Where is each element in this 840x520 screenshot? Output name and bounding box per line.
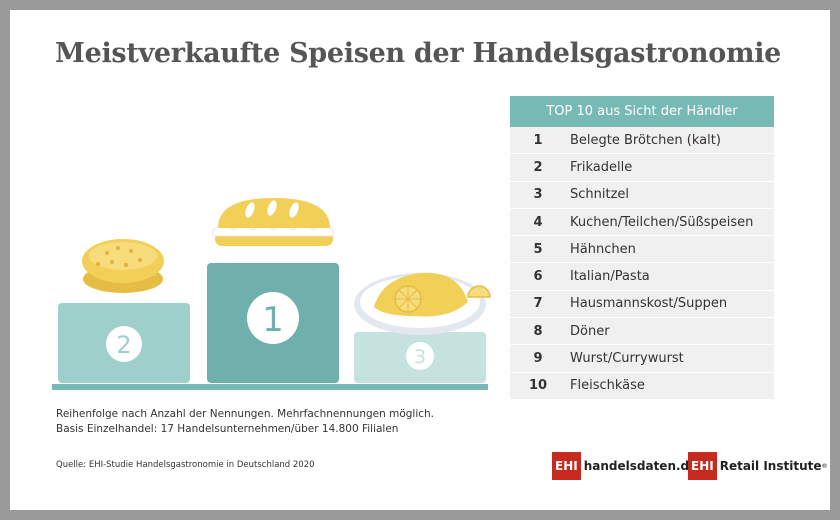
top10-table: TOP 10 aus Sicht der Händler 1 Belegte Br… — [510, 96, 774, 400]
rank-cell: 3 — [533, 187, 543, 203]
registered-mark: ® — [821, 462, 828, 470]
rank-cell: 2 — [533, 159, 543, 175]
rank-cell: 9 — [533, 351, 543, 367]
dish-cell: Hausmannskost/Suppen — [570, 296, 728, 312]
podium-number-1: 1 — [262, 300, 284, 340]
page-title: Meistverkaufte Speisen der Handelsgastro… — [55, 38, 782, 69]
dish-cell: Wurst/Currywurst — [570, 351, 684, 367]
dish-cell: Frikadelle — [570, 159, 633, 175]
table-row: 6 Italian/Pasta — [510, 263, 774, 291]
rank-cell: 1 — [533, 132, 543, 148]
ehi-retail-institute-logo[interactable]: EHI Retail Institute ® — [688, 452, 828, 480]
table-row: 5 Hähnchen — [510, 236, 774, 264]
footnote-basis: Basis Einzelhandel: 17 Handelsunternehme… — [56, 423, 399, 435]
table-row: 2 Frikadelle — [510, 154, 774, 182]
dish-cell: Italian/Pasta — [570, 269, 650, 285]
dish-cell: Belegte Brötchen (kalt) — [570, 132, 721, 148]
infographic: Meistverkaufte Speisen der Handelsgastro… — [10, 10, 830, 510]
footnote-method: Reihenfolge nach Anzahl der Nennungen. M… — [56, 408, 435, 420]
ehi-badge: EHI — [688, 452, 717, 480]
source-note: Quelle: EHI-Studie Handelsgastronomie in… — [56, 460, 315, 470]
dish-cell: Hähnchen — [570, 241, 636, 257]
rank-cell: 6 — [533, 269, 543, 285]
brand-name: Retail Institute — [719, 459, 822, 473]
podium-number-2-circle — [106, 326, 142, 362]
brand-name: handelsdaten.de — [583, 459, 698, 473]
table-row: 7 Hausmannskost/Suppen — [510, 290, 774, 319]
table-row: 10 Fleischkäse — [510, 372, 774, 400]
table-row: 4 Kuchen/Teilchen/Süßspeisen — [510, 208, 774, 237]
rank-cell: 5 — [533, 241, 543, 257]
footnotes: Reihenfolge nach Anzahl der Nennungen. M… — [56, 407, 434, 437]
table-row: 3 Schnitzel — [510, 181, 774, 209]
rank-cell: 8 — [533, 323, 543, 339]
podium-number-1-circle — [247, 292, 299, 344]
frikadelle-icon — [82, 239, 164, 293]
schnitzel-icon — [354, 272, 491, 335]
rank-cell: 10 — [528, 378, 548, 394]
dish-cell: Döner — [570, 323, 610, 339]
dish-cell: Kuchen/Teilchen/Süßspeisen — [570, 214, 754, 230]
rank-cell: 4 — [533, 214, 543, 230]
table-row: 9 Wurst/Currywurst — [510, 345, 774, 373]
table-row: 8 Döner — [510, 318, 774, 346]
podium-number-2: 2 — [116, 331, 131, 359]
dish-cell: Schnitzel — [570, 187, 630, 203]
podium-illustration: 2 1 3 — [52, 198, 491, 390]
table-header: TOP 10 aus Sicht der Händler — [510, 96, 774, 127]
podium-number-3: 3 — [414, 346, 426, 368]
handelsdaten-logo[interactable]: EHI handelsdaten.de — [552, 452, 697, 480]
podium-number-3-circle — [406, 342, 434, 370]
podium-baseline — [52, 384, 488, 390]
rank-cell: 7 — [533, 296, 543, 312]
sandwich-icon — [212, 198, 334, 246]
ehi-badge: EHI — [552, 452, 581, 480]
table-row: 1 Belegte Brötchen (kalt) — [510, 127, 774, 155]
dish-cell: Fleischkäse — [570, 378, 645, 394]
